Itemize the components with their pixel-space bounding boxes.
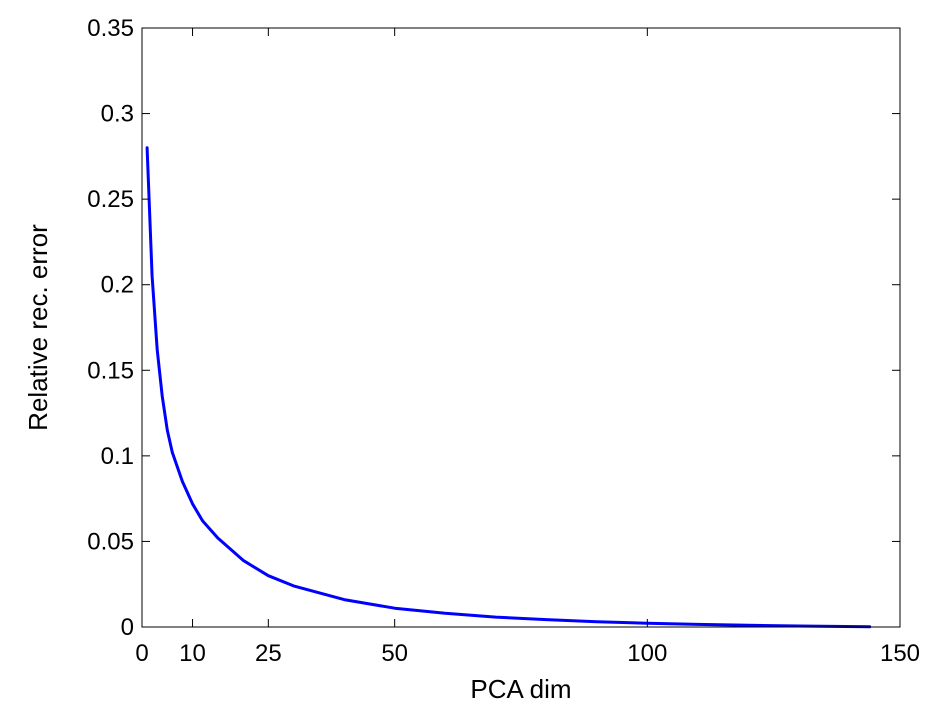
y-tick-label: 0.15 — [87, 357, 134, 384]
y-tick-label: 0.05 — [87, 528, 134, 555]
y-axis-label: Relative rec. error — [23, 224, 53, 431]
x-tick-label: 25 — [255, 640, 282, 667]
y-tick-label: 0.25 — [87, 186, 134, 213]
x-axis-label: PCA dim — [470, 674, 571, 704]
plot-area — [145, 146, 872, 629]
y-tick-label: 0.1 — [101, 443, 134, 470]
series-line — [145, 146, 872, 629]
y-axis-ticks: 0 0.05 0.1 0.15 0.2 0.25 0.3 0.35 — [87, 15, 900, 641]
x-tick-label: 150 — [880, 640, 920, 667]
x-tick-label: 0 — [135, 640, 148, 667]
x-tick-label: 100 — [627, 640, 667, 667]
x-axis-ticks: 0 10 25 50 100 150 — [135, 28, 920, 667]
x-tick-label: 50 — [381, 640, 408, 667]
y-tick-label: 0.2 — [101, 272, 134, 299]
axes-frame — [141, 27, 901, 628]
y-tick-label: 0.3 — [101, 101, 134, 128]
x-tick-label: 10 — [179, 640, 206, 667]
y-tick-label: 0 — [121, 614, 134, 641]
y-tick-label: 0.35 — [87, 15, 134, 42]
